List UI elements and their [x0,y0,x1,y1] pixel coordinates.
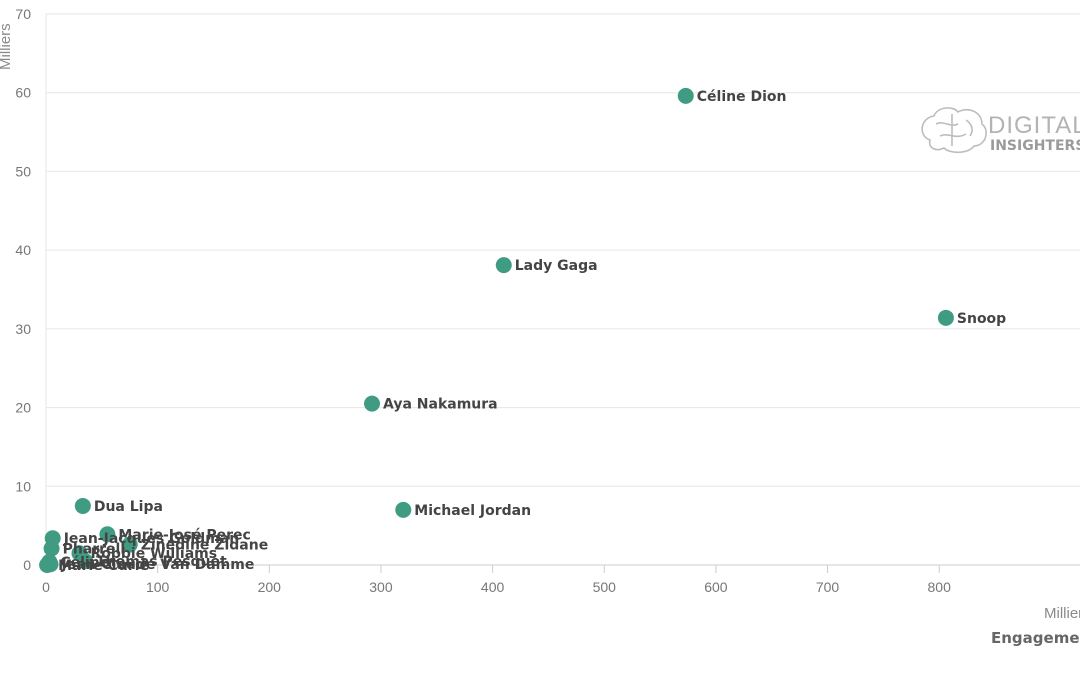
data-points [39,87,954,573]
x-tick-label: 400 [481,579,505,595]
data-label: Marie Curie [58,558,149,574]
watermark-line1: DIGITAL [988,112,1080,139]
data-label: Jean-Claude Van Damme [60,557,254,573]
y-axis-unit: Milliers [0,23,14,70]
y-tick-label: 30 [15,321,31,337]
data-point [99,526,116,543]
watermark-line2: INSIGHTERS [990,138,1080,154]
x-tick-label: 300 [369,579,393,595]
x-tick-label: 600 [704,579,728,595]
watermark-logo: DIGITAL INSIGHTERS [921,107,1080,154]
data-point [121,536,138,553]
y-tick-label: 20 [15,400,31,416]
data-label: Céline Dion [697,89,787,105]
y-tick-label: 0 [23,557,31,573]
data-label: Jean-Jacques Goldman [63,531,240,547]
data-label: Zinedine Zidane [141,538,268,554]
y-tick-label: 60 [15,85,31,101]
x-axis-title: Engagement [991,629,1080,647]
data-point [39,557,56,573]
y-tick-label: 70 [15,6,31,22]
y-axis-ticks: 0 10 20 30 40 50 60 70 [15,6,31,573]
brain-icon [921,107,987,154]
x-tick-label: 700 [816,579,840,595]
data-point [937,309,954,326]
x-tick-label: 500 [593,579,617,595]
x-tick-label: 100 [146,579,170,595]
data-label: Michael Jordan [414,503,531,519]
data-labels: Céline Dion Lady Gaga Snoop Aya Nakamura Mic… [58,89,1006,574]
grid-lines [45,13,1080,565]
data-point [77,553,94,570]
y-tick-label: 50 [15,163,31,179]
y-tick-label: 10 [15,478,31,494]
data-label: Dua Lipa [94,499,163,515]
x-axis-unit: Millier [1044,605,1080,622]
data-point [677,87,694,104]
data-label: Aya Nakamura [383,397,498,413]
x-axis-ticks: 0 100 200 300 400 500 600 700 800 [42,565,951,595]
data-point [74,497,91,514]
x-tick-label: 800 [928,579,952,595]
data-label: Marie-José Perec [118,527,250,543]
data-label: Robbie Williams [90,546,217,562]
data-label: Snoop [957,311,1006,327]
data-point [43,540,60,557]
data-label: Céline [60,555,109,571]
y-tick-label: 40 [15,242,31,258]
data-label: Lady Gaga [515,258,598,274]
x-tick-label: 0 [42,579,50,595]
data-point [364,395,381,412]
x-tick-label: 200 [258,579,282,595]
data-point [495,257,512,274]
data-label: Thomas Pesquet [96,554,227,570]
data-label: Pharrell [63,541,126,557]
data-point [395,501,412,518]
